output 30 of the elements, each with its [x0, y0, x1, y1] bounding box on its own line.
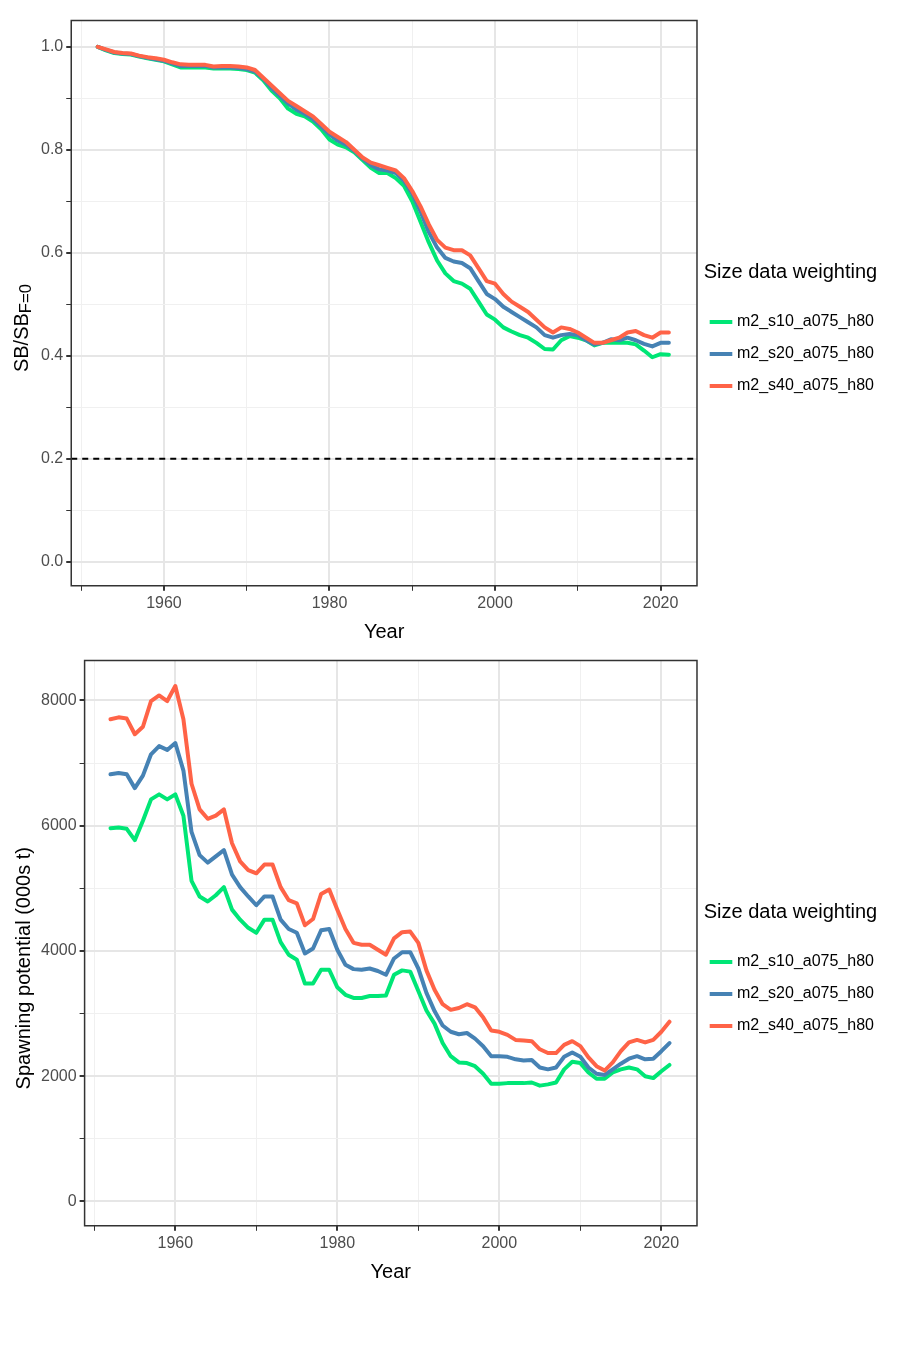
- x-tick-label: 1960: [157, 1233, 194, 1251]
- x-tick-label: 2000: [481, 1233, 518, 1251]
- y-tick-label: 0.2: [40, 449, 64, 467]
- y-tick-label: 0.0: [40, 552, 64, 570]
- y-axis-title: Spawning potential (000s t): [11, 846, 35, 1090]
- x-tick-label: 1960: [146, 593, 182, 611]
- legend-title: Size data weighting: [703, 899, 878, 922]
- y-tick-label: 1.0: [40, 37, 64, 55]
- y-tick-label: 4000: [41, 941, 77, 959]
- x-tick-label: 2000: [477, 593, 513, 611]
- x-axis-title: Year: [370, 1259, 412, 1282]
- legend-label: m2_s40_a075_h80: [736, 1016, 875, 1035]
- y-tick-label: 2000: [41, 1066, 77, 1084]
- y-tick-label: 6000: [41, 816, 77, 834]
- y-tick-label: 0: [67, 1191, 77, 1209]
- x-tick-label: 2020: [642, 593, 679, 611]
- x-axis-title: Year: [363, 619, 405, 642]
- legend-title: Size data weighting: [703, 259, 878, 282]
- legend-label: m2_s10_a075_h80: [736, 312, 875, 331]
- legend-label: m2_s40_a075_h80: [736, 376, 875, 395]
- y-tick-label: 0.8: [40, 140, 64, 158]
- legend-label: m2_s20_a075_h80: [736, 984, 875, 1003]
- x-tick-label: 2020: [643, 1233, 680, 1251]
- y-tick-label: 8000: [41, 690, 77, 708]
- x-tick-label: 1980: [319, 1233, 356, 1251]
- legend-label: m2_s20_a075_h80: [736, 344, 875, 363]
- legend-label: m2_s10_a075_h80: [736, 952, 875, 971]
- y-tick-label: 0.4: [40, 346, 64, 364]
- x-tick-label: 1980: [311, 593, 348, 611]
- y-tick-label: 0.6: [40, 243, 64, 261]
